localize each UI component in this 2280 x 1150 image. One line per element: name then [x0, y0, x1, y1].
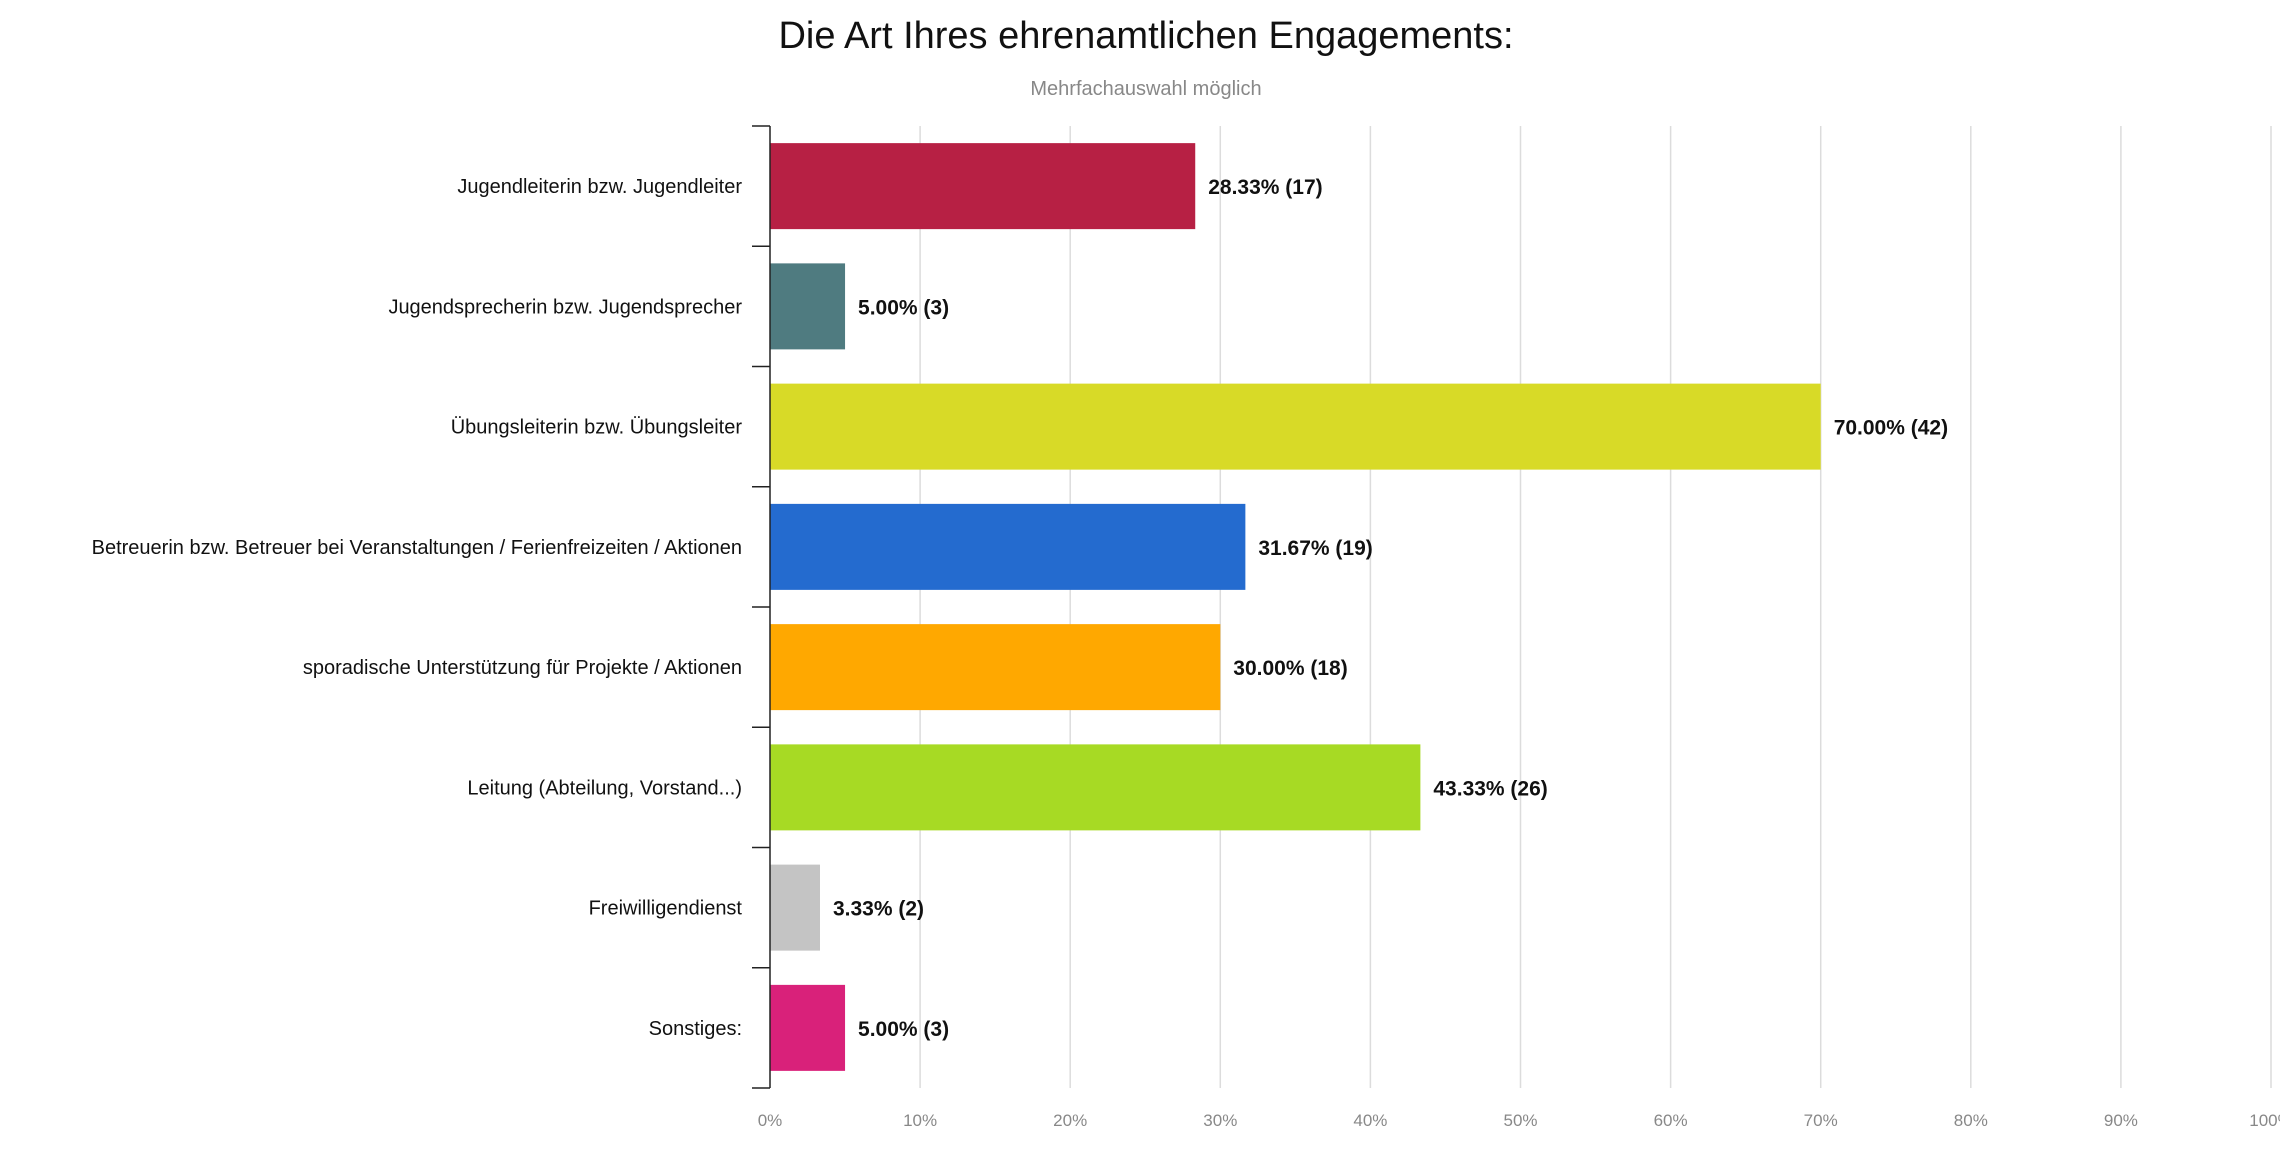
x-tick-label: 90% — [2104, 1111, 2138, 1130]
x-tick-label: 60% — [1654, 1111, 1688, 1130]
x-tick-label: 30% — [1203, 1111, 1237, 1130]
bar — [770, 143, 1196, 230]
category-label: Übungsleiterin bzw. Übungsleiter — [451, 417, 743, 439]
bar — [770, 744, 1421, 831]
bar — [770, 984, 846, 1071]
category-label: Freiwilligendienst — [589, 898, 743, 920]
data-label: 70.00% (42) — [1834, 417, 1948, 440]
x-tick-label: 0% — [758, 1111, 783, 1130]
data-label: 5.00% (3) — [858, 1018, 949, 1041]
bar — [770, 383, 1821, 470]
category-label: sporadische Unterstützung für Projekte /… — [303, 657, 742, 679]
bar — [770, 624, 1221, 711]
data-label: 30.00% (18) — [1233, 657, 1347, 680]
bar — [770, 503, 1246, 590]
x-tick-label: 80% — [1954, 1111, 1988, 1130]
gridlines — [919, 126, 2272, 1088]
x-tick-label: 70% — [1804, 1111, 1838, 1130]
bar — [770, 263, 846, 350]
data-label: 3.33% (2) — [833, 898, 924, 921]
bars: Jugendleiterin bzw. Jugendleiter 28.33% (… — [92, 143, 1948, 1071]
data-label: 43.33% (26) — [1433, 777, 1547, 800]
data-label: 31.67% (19) — [1258, 537, 1372, 560]
x-tick-label: 20% — [1053, 1111, 1087, 1130]
x-tick-label: 10% — [903, 1111, 937, 1130]
chart-subtitle: Mehrfachauswahl möglich — [1030, 78, 1261, 100]
bar — [770, 864, 820, 951]
category-label: Jugendleiterin bzw. Jugendleiter — [457, 176, 742, 198]
category-label: Jugendsprecherin bzw. Jugendsprecher — [388, 296, 742, 318]
y-axis — [752, 125, 771, 1089]
x-axis-ticks: 0% 10% 20% 30% 40% 50% 60% 70% 80% 90% 100% — [758, 1111, 2280, 1130]
data-label: 5.00% (3) — [858, 296, 949, 319]
category-label: Leitung (Abteilung, Vorstand...) — [467, 777, 742, 799]
category-label: Sonstiges: — [649, 1018, 742, 1040]
category-label: Betreuerin bzw. Betreuer bei Veranstaltu… — [92, 537, 742, 559]
data-label: 28.33% (17) — [1208, 176, 1322, 199]
x-tick-label: 50% — [1503, 1111, 1537, 1130]
x-tick-label: 100% — [2249, 1111, 2280, 1130]
chart-title: Die Art Ihres ehrenamtlichen Engagements… — [778, 15, 1513, 57]
x-tick-label: 40% — [1353, 1111, 1387, 1130]
